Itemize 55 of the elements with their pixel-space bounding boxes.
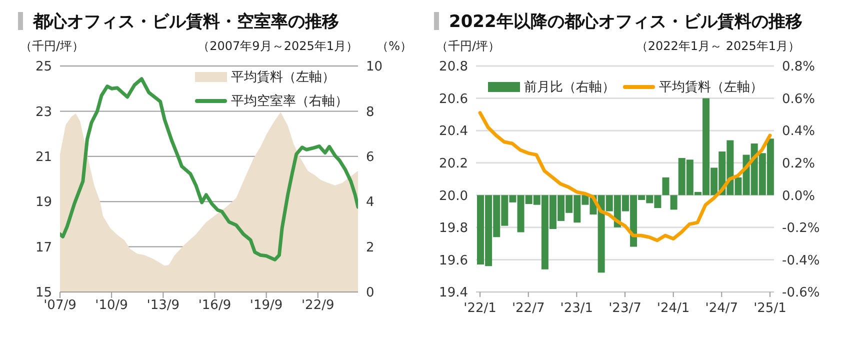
y-tick-label: 20.0 [439,188,468,204]
y-tick-label: 23 [35,104,52,120]
y2-tick-label: 10 [366,60,383,75]
y2-tick-label: 0.6% [782,92,816,107]
x-tick-label: '24/7 [705,301,738,316]
chart-title: 2022年以降の都心オフィス・ビル賃料の推移 [449,10,802,32]
chart-title: 都心オフィス・ビル賃料・空室率の推移 [33,10,339,32]
y-tick-label: 19.4 [439,286,468,301]
y2-axis-title: （%） [376,38,412,55]
y-tick-label: 19.6 [439,253,468,268]
y-axis-title: （千円/坪） [436,38,500,55]
x-tick-label: '19/9 [250,298,283,314]
legend-label: 平均賃料（左軸） [231,69,335,86]
x-tick-label: '07/9 [44,298,76,314]
y2-tick-label: 0.8% [782,60,816,75]
y2-tick-label: 0.2% [782,156,816,172]
y-tick-label: 20.4 [439,124,468,140]
y-tick-label: 19 [35,195,52,210]
y2-tick-label: 8 [366,104,374,120]
y2-tick-label: -0.2% [782,221,820,236]
legend-label: 平均空室率（右軸） [231,93,348,110]
bar [662,177,670,196]
y-tick-label: 21 [35,150,52,166]
x-tick-label: '16/9 [198,298,232,314]
y2-tick-label: 6 [366,150,374,166]
y2-tick-label: 0 [366,286,374,301]
y-tick-label: 25 [35,60,52,75]
y2-tick-label: 0.0% [782,188,816,204]
y-tick-label: 20.6 [439,92,468,107]
bar [670,195,678,210]
y-tick-label: 19.8 [439,221,468,236]
y-tick-label: 17 [35,240,52,256]
y2-tick-label: 0.4% [782,124,816,140]
x-tick-label: '22/7 [512,301,545,316]
line-series [478,111,772,242]
legend-label: 平均賃料（左軸） [659,79,763,96]
y-tick-label: 20.8 [439,60,468,75]
x-tick-label: '10/9 [95,298,128,314]
chart-subtitle: （2007年9月～2025年1月） [198,38,358,55]
y-axis-title: （千円/坪） [20,38,84,55]
x-tick-label: '25/1 [754,301,786,316]
y2-tick-label: -0.4% [782,253,820,268]
legend-label: 前月比（右軸） [524,79,615,96]
x-tick-label: '22/1 [464,301,496,316]
y2-tick-label: 4 [366,195,374,210]
x-tick-label: '23/1 [560,301,594,316]
x-tick-label: '13/9 [146,298,180,314]
y2-tick-label: -0.6% [782,286,820,301]
y-tick-label: 20.2 [439,156,468,172]
x-tick-label: '23/7 [608,301,642,316]
x-tick-label: '22/9 [301,298,334,314]
x-tick-label: '24/1 [656,301,690,316]
y2-tick-label: 2 [366,240,374,256]
chart-subtitle: （2022年1月～ 2025年1月） [636,38,800,55]
y-tick-label: 15 [35,286,52,301]
